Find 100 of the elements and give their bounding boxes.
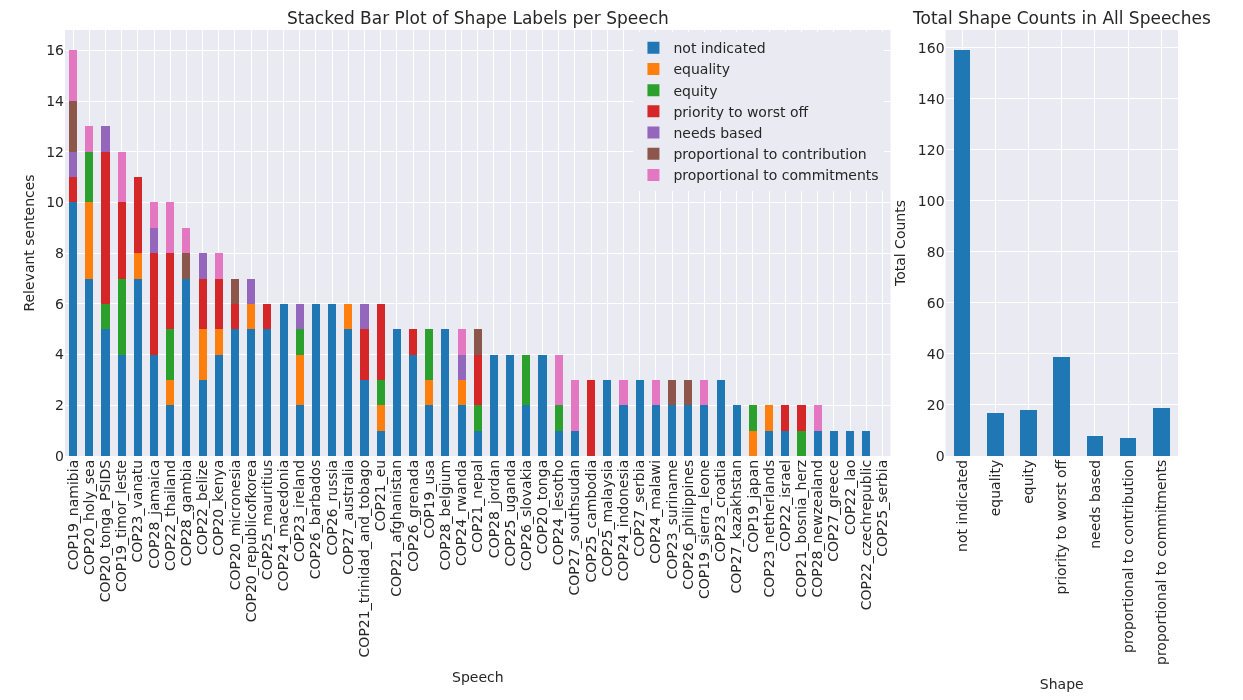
bar (522, 405, 531, 456)
x-tick-label: COP21_bosnia_herz (793, 459, 810, 598)
bar (797, 405, 806, 431)
y-tick-label: 160 (917, 39, 945, 56)
bar (570, 379, 579, 431)
x-tick-label: COP26_grenada (404, 459, 421, 572)
x-tick-label: COP26_slovakia (517, 459, 534, 572)
x-tick-label: COP19_japan (744, 459, 761, 553)
bar (781, 430, 790, 456)
x-tick-label: COP24_malawi (647, 459, 664, 564)
bar (813, 430, 822, 456)
bar (344, 303, 353, 330)
y-tick-label: 4 (55, 346, 65, 363)
legend-label: equity (673, 82, 718, 99)
x-tick-label: COP20_tonga (534, 459, 551, 555)
bar (781, 405, 790, 431)
bar (457, 379, 466, 406)
y-tick-label: 140 (917, 90, 945, 107)
bar (1119, 438, 1137, 456)
bar (166, 379, 175, 406)
legend-label: proportional to contribution (673, 146, 867, 163)
bar (554, 405, 563, 431)
x-tick-label: COP27_serbia (631, 459, 648, 557)
bar (506, 354, 515, 456)
legend-label: proportional to commitments (673, 167, 879, 184)
bar (862, 430, 871, 456)
x-tick-label: COP19_sierra_leone (695, 459, 712, 600)
bar (522, 354, 531, 406)
bar (69, 101, 78, 152)
bar (198, 329, 207, 380)
bar (117, 151, 126, 203)
y-tick-label: 6 (55, 295, 65, 312)
x-tick-label: COP20_tonga_PSIDS (97, 459, 114, 603)
x-tick-label: COP25_serbia (874, 459, 891, 557)
bar (748, 430, 758, 456)
bar (473, 354, 482, 406)
x-tick-label: COP23_vanatu (129, 459, 146, 563)
bar (214, 354, 223, 456)
y-tick-label: 40 (926, 345, 945, 362)
x-tick-label: COP20_republicofkorea (242, 459, 259, 623)
bar (150, 354, 159, 456)
bar (953, 50, 971, 456)
x-tick-label: COP28_newzealand (809, 459, 826, 598)
x-tick-label: COP27_greece (825, 459, 842, 562)
bar (619, 405, 628, 456)
bar (279, 303, 288, 456)
bar (295, 329, 304, 355)
legend-label: needs based (673, 124, 763, 141)
bar (635, 379, 644, 456)
bar (392, 329, 401, 456)
bar (182, 227, 191, 254)
bar (230, 278, 240, 304)
x-tick-label: COP23_netherlands (760, 459, 777, 598)
x-tick-label: COP27_kazakhstan (728, 459, 745, 594)
x-tick-label: COP25_uganda (501, 459, 518, 567)
bar (166, 253, 175, 330)
bar (619, 379, 628, 406)
bar (409, 354, 418, 456)
bar (198, 379, 207, 456)
x-tick-label: priority to worst off (1053, 459, 1070, 595)
bar (668, 405, 677, 456)
bar (376, 405, 385, 431)
y-tick-label: 60 (926, 294, 945, 311)
x-tick-label: COP22_israel (776, 459, 793, 552)
bar (360, 329, 369, 380)
bar (376, 303, 385, 380)
y-axis-title: Relevant sentences (20, 174, 37, 312)
bar (554, 430, 563, 456)
x-tick-label: not indicated (953, 459, 970, 552)
x-tick-label: COP25_mauritius (258, 459, 275, 581)
x-tick-label: COP22_belize (194, 459, 211, 556)
legend-label: equality (673, 61, 730, 78)
x-tick-label: COP21_nepal (469, 459, 486, 553)
bar (651, 379, 660, 406)
bar (668, 379, 677, 406)
bar (846, 430, 855, 456)
bar (651, 405, 660, 456)
bar (538, 354, 547, 456)
y-tick-label: 2 (55, 397, 65, 414)
bar (457, 329, 466, 355)
x-tick-label: COP22_thailand (161, 459, 178, 571)
y-tick-label: 0 (935, 447, 945, 464)
bar (797, 430, 806, 456)
x-tick-label: COP28_gambia (177, 459, 194, 567)
x-tick-label: COP24_lesotho (550, 459, 567, 566)
y-axis-title: Total Counts (892, 199, 909, 288)
y-tick-label: 100 (917, 192, 945, 209)
bar (489, 354, 499, 456)
x-tick-label: COP23_croatia (712, 459, 729, 563)
y-tick-label: 0 (55, 447, 65, 464)
bar (182, 253, 191, 279)
bar (587, 379, 596, 456)
bar (360, 379, 369, 456)
x-tick-label: COP21_eu (372, 459, 389, 532)
bar (101, 303, 110, 330)
bar (295, 354, 304, 406)
bar (150, 253, 159, 355)
bar (230, 329, 240, 456)
x-tick-label: COP25_cambodia (582, 459, 599, 583)
bar (1086, 435, 1104, 456)
